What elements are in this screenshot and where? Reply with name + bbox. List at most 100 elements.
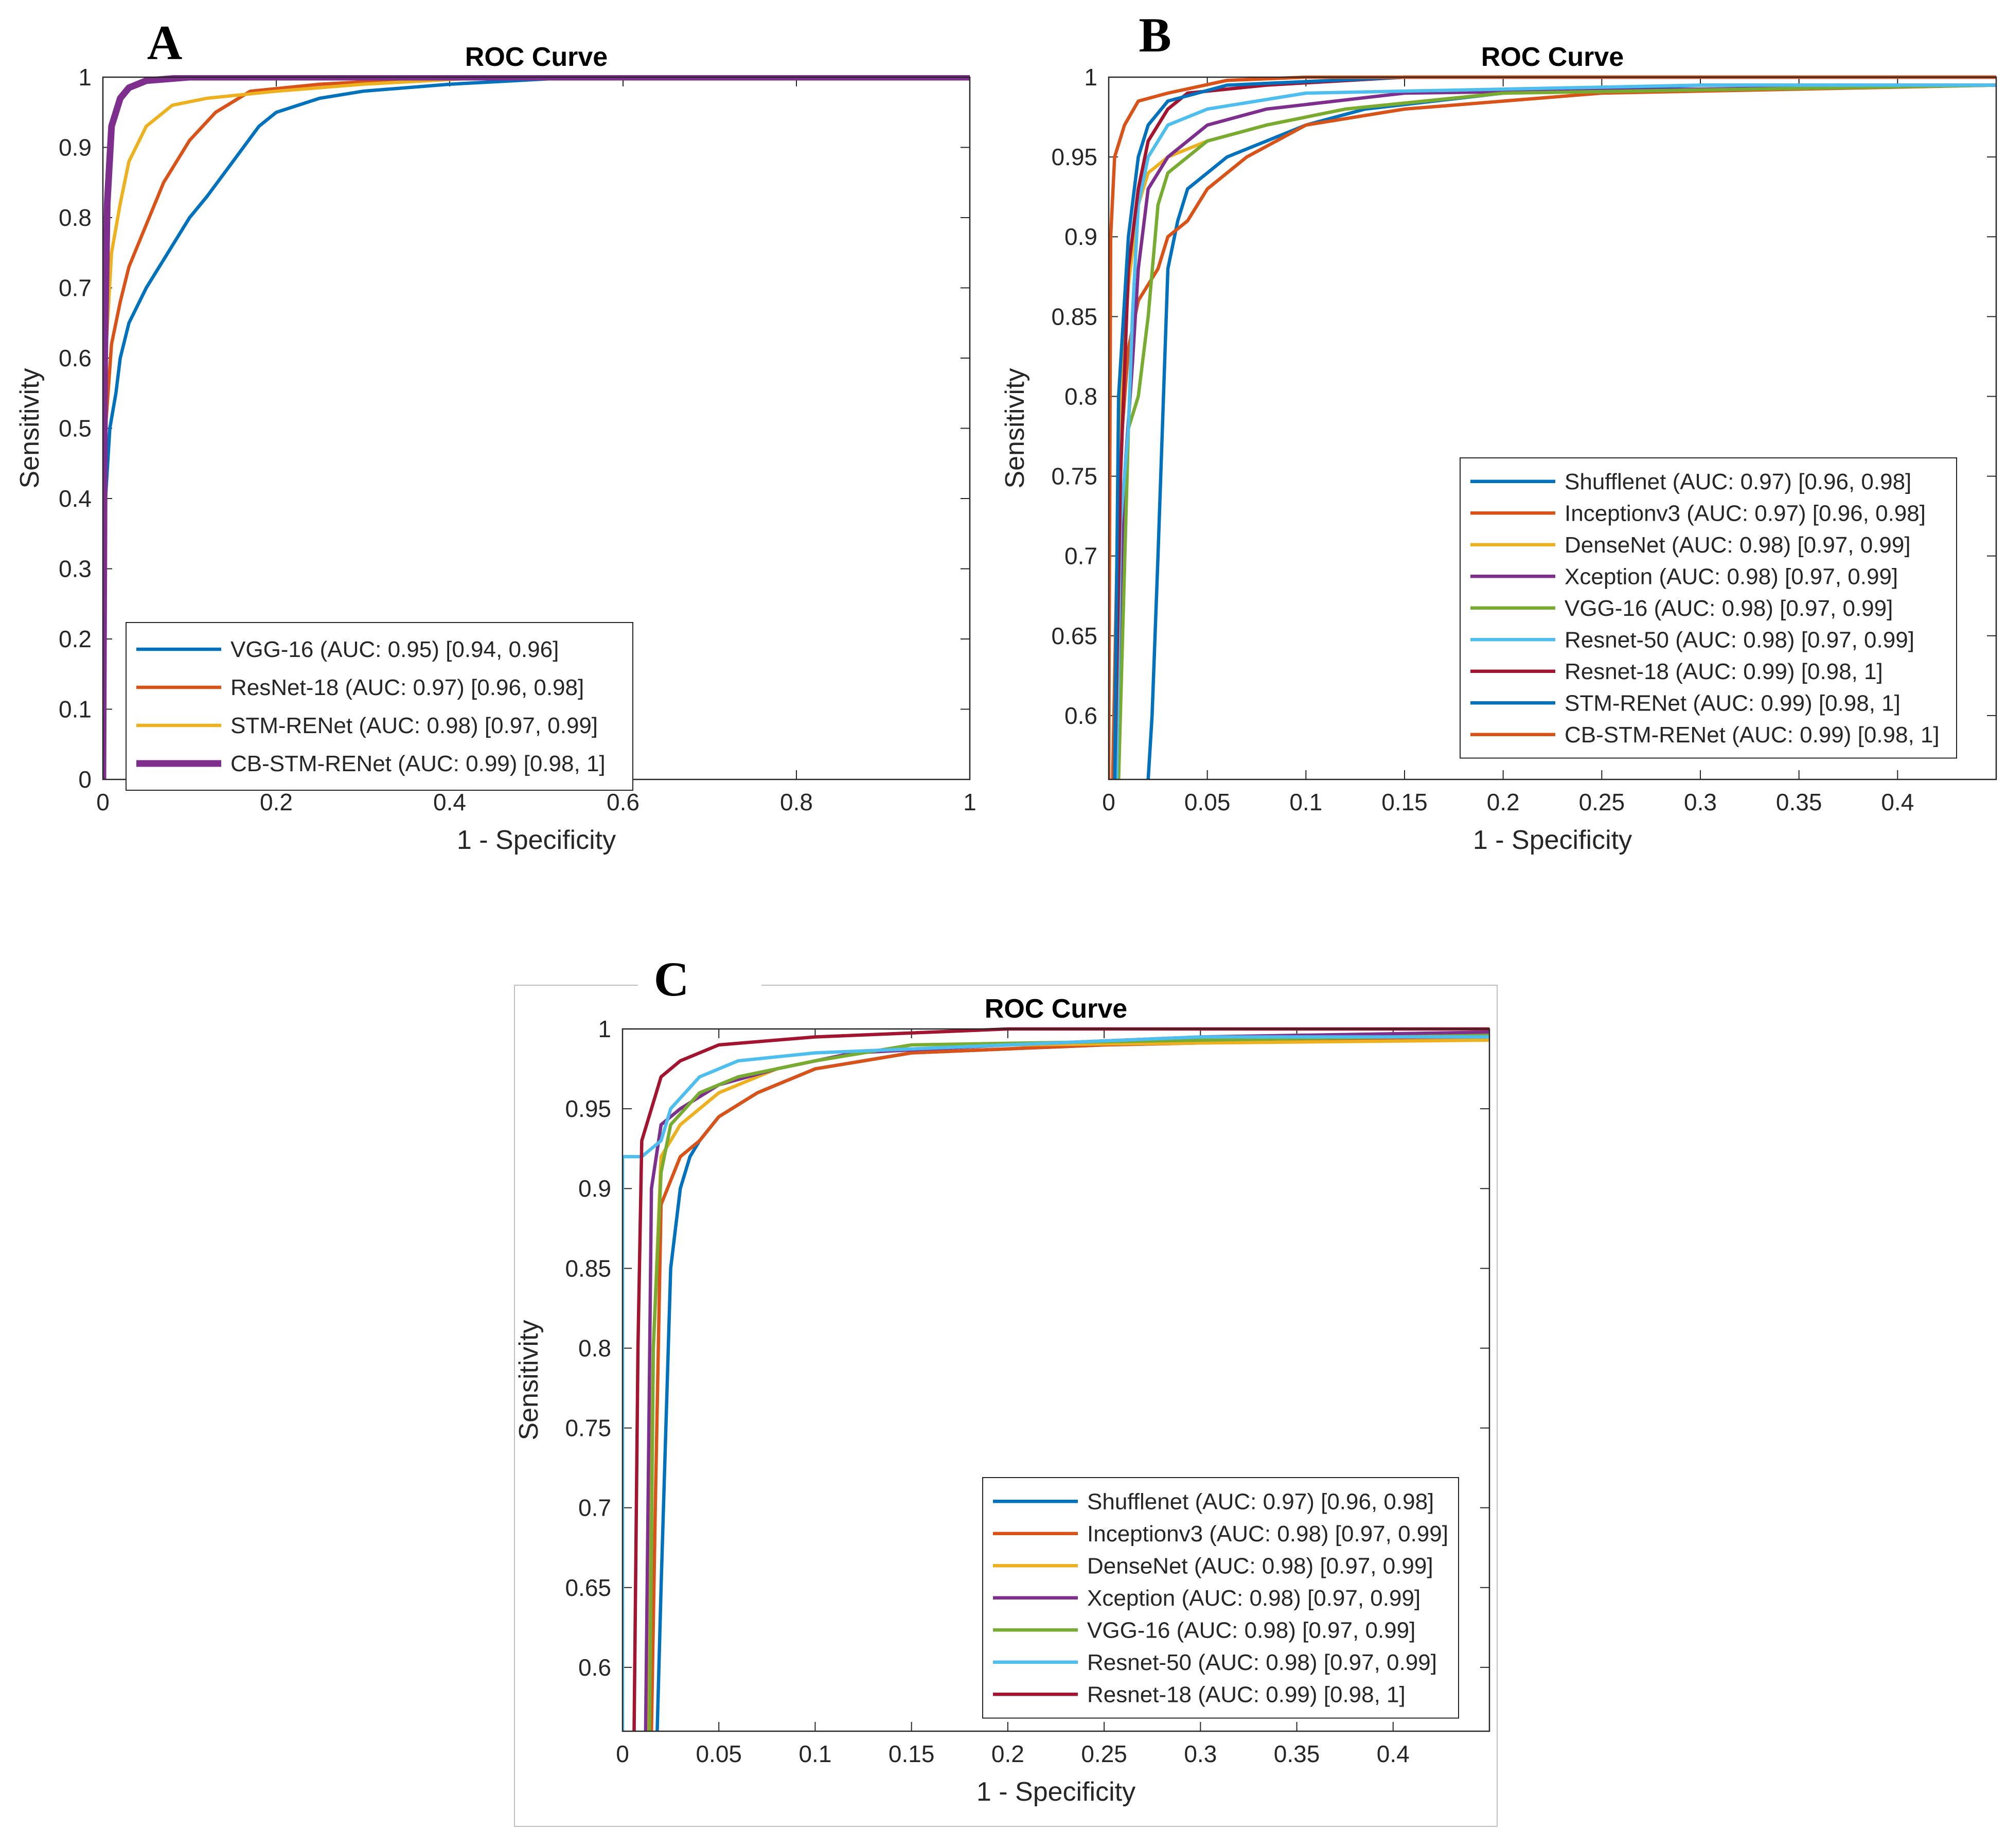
y-tick-label: 0.5 [59, 415, 92, 442]
panel-letter: A [147, 15, 183, 70]
axes-box [621, 1028, 1490, 1732]
y-tick-label: 0.6 [59, 345, 92, 371]
y-tick-label: 0 [78, 766, 92, 793]
y-tick-label: 0.6 [578, 1654, 611, 1681]
legend-entry: Inceptionv3 (AUC: 0.97) [0.96, 0.98] [1565, 501, 1926, 526]
x-tick-label: 0 [96, 789, 110, 815]
y-tick-label: 0.95 [1051, 144, 1097, 170]
y-tick-label: 0.8 [1064, 383, 1097, 410]
y-tick-label: 0.2 [59, 626, 92, 652]
y-tick-label: 0.9 [59, 134, 92, 161]
roc-line-vgg-16 [103, 75, 970, 779]
roc-line-stm-renet [1113, 75, 1996, 779]
y-tick-label: 0.9 [1064, 223, 1097, 250]
roc-line-inceptionv3 [649, 1035, 1489, 1731]
x-tick-label: 0.4 [1377, 1740, 1410, 1767]
legend-entry: Inceptionv3 (AUC: 0.98) [0.97, 0.99] [1087, 1521, 1448, 1547]
y-tick-label: 0.7 [59, 275, 92, 301]
chart-panel-b: B ROC Curve 0 0.05 0.1 0.15 0.2 0.25 0.3 0.35 0.4 0… [1000, 8, 1997, 855]
legend-entry: STM-RENet (AUC: 0.98) [0.97, 0.99] [230, 713, 598, 738]
legend-entry: ResNet-18 (AUC: 0.97) [0.96, 0.98] [230, 675, 584, 700]
roc-line-cb-stm-renet [1109, 75, 1996, 779]
legend-entry: Shufflenet (AUC: 0.97) [0.96, 0.98] [1565, 469, 1911, 494]
x-tick-label: 0.3 [1684, 789, 1717, 815]
chart-panel-a: A ROC Curve 0 0.2 0.4 0.6 0.8 1 0 0.1 0.2 0.3 0.4 0.5… [15, 15, 976, 855]
x-tick-label: 0.8 [780, 789, 813, 815]
x-tick-label: 0.6 [607, 789, 640, 815]
y-tick-label: 0.7 [578, 1495, 611, 1521]
roc-line-stm-renet [103, 75, 970, 779]
y-tick-label: 0.3 [59, 556, 92, 582]
y-tick-label: 1 [1084, 64, 1097, 91]
legend-entry: Shufflenet (AUC: 0.97) [0.96, 0.98] [1087, 1489, 1434, 1514]
roc-line-vgg-16 [1116, 83, 1996, 779]
y-axis-label: Sensitivity [15, 368, 45, 488]
x-axis-label: 1 - Specificity [976, 1777, 1135, 1807]
legend-entry: DenseNet (AUC: 0.98) [0.97, 0.99] [1565, 532, 1911, 558]
legend-entry: Xception (AUC: 0.98) [0.97, 0.99] [1565, 564, 1898, 589]
panel-frame-gap [638, 980, 761, 996]
y-axis-label: Sensitivity [1000, 368, 1030, 488]
y-tick-label: 0.85 [565, 1255, 611, 1282]
legend-entry: VGG-16 (AUC: 0.95) [0.94, 0.96] [230, 637, 559, 662]
x-tick-label: 1 [963, 789, 976, 815]
legend-entry: VGG-16 (AUC: 0.98) [0.97, 0.99] [1087, 1618, 1415, 1643]
y-tick-label: 0.85 [1051, 303, 1097, 330]
y-tick-label: 0.65 [1051, 623, 1097, 649]
y-tick-label: 0.9 [578, 1175, 611, 1202]
y-axis-label: Sensitivity [514, 1320, 544, 1440]
legend-entry: Resnet-18 (AUC: 0.99) [0.98, 1] [1565, 659, 1883, 684]
x-tick-label: 0.05 [1184, 789, 1231, 815]
chart-panel-c: C ROC Curve 0 0.05 0.1 0.15 0.2 0.25 0.3 0.35 0.4 0… [514, 952, 1498, 1827]
y-tick-label: 0.1 [59, 696, 92, 723]
x-tick-label: 0 [616, 1740, 629, 1767]
x-axis-label: 1 - Specificity [457, 825, 616, 855]
panel-frame [514, 985, 1498, 1827]
legend-entry: Resnet-18 (AUC: 0.99) [0.98, 1] [1087, 1682, 1406, 1707]
x-tick-label: 0.4 [1881, 789, 1914, 815]
y-tick-label: 0.75 [565, 1415, 611, 1442]
x-tick-label: 0 [1102, 789, 1115, 815]
roc-line-resnet-18 [103, 75, 970, 779]
y-tick-label: 0.8 [578, 1335, 611, 1361]
y-tick-label: 0.65 [565, 1574, 611, 1601]
chart-title: ROC Curve [985, 994, 1127, 1024]
x-tick-label: 0.05 [696, 1740, 742, 1767]
y-tick-label: 1 [78, 64, 92, 91]
legend-entry: CB-STM-RENet (AUC: 0.99) [0.98, 1] [230, 751, 606, 776]
roc-line-resnet-50 [1115, 83, 1996, 779]
x-tick-label: 0.4 [433, 789, 466, 815]
legend-entry: Resnet-50 (AUC: 0.98) [0.97, 0.99] [1565, 627, 1914, 652]
roc-line-cb-stm-renet [103, 75, 970, 779]
y-tick-label: 0.95 [565, 1095, 611, 1122]
x-tick-label: 0.3 [1184, 1740, 1217, 1767]
x-tick-label: 0.2 [991, 1740, 1024, 1767]
x-tick-label: 0.15 [889, 1740, 935, 1767]
panel-letter: B [1139, 8, 1171, 62]
panel-letter: C [654, 952, 689, 1006]
roc-line-resnet-18 [632, 1027, 1489, 1731]
x-tick-label: 0.35 [1776, 789, 1822, 815]
x-tick-label: 0.15 [1381, 789, 1428, 815]
roc-line-resnet-50 [623, 1035, 1489, 1731]
y-tick-label: 0.75 [1051, 463, 1097, 490]
x-tick-label: 0.35 [1274, 1740, 1320, 1767]
x-tick-label: 0.2 [260, 789, 293, 815]
y-tick-label: 0.6 [1064, 702, 1097, 729]
y-tick-label: 0.7 [1064, 543, 1097, 570]
x-tick-label: 0.25 [1579, 789, 1625, 815]
legend-entry: VGG-16 (AUC: 0.98) [0.97, 0.99] [1565, 596, 1893, 621]
x-tick-label: 0.1 [1289, 789, 1322, 815]
x-axis-label: 1 - Specificity [1473, 825, 1632, 855]
x-tick-label: 0.1 [798, 1740, 831, 1767]
y-tick-label: 0.8 [59, 204, 92, 231]
x-tick-label: 0.2 [1487, 789, 1520, 815]
legend-entry: CB-STM-RENet (AUC: 0.99) [0.98, 1] [1565, 722, 1940, 748]
legend-entry: DenseNet (AUC: 0.98) [0.97, 0.99] [1087, 1553, 1433, 1578]
chart-title: ROC Curve [1481, 42, 1624, 72]
y-tick-label: 0.4 [59, 485, 92, 512]
legend-entry: STM-RENet (AUC: 0.99) [0.98, 1] [1565, 690, 1901, 716]
x-tick-label: 0.25 [1081, 1740, 1127, 1767]
chart-title: ROC Curve [465, 42, 608, 72]
